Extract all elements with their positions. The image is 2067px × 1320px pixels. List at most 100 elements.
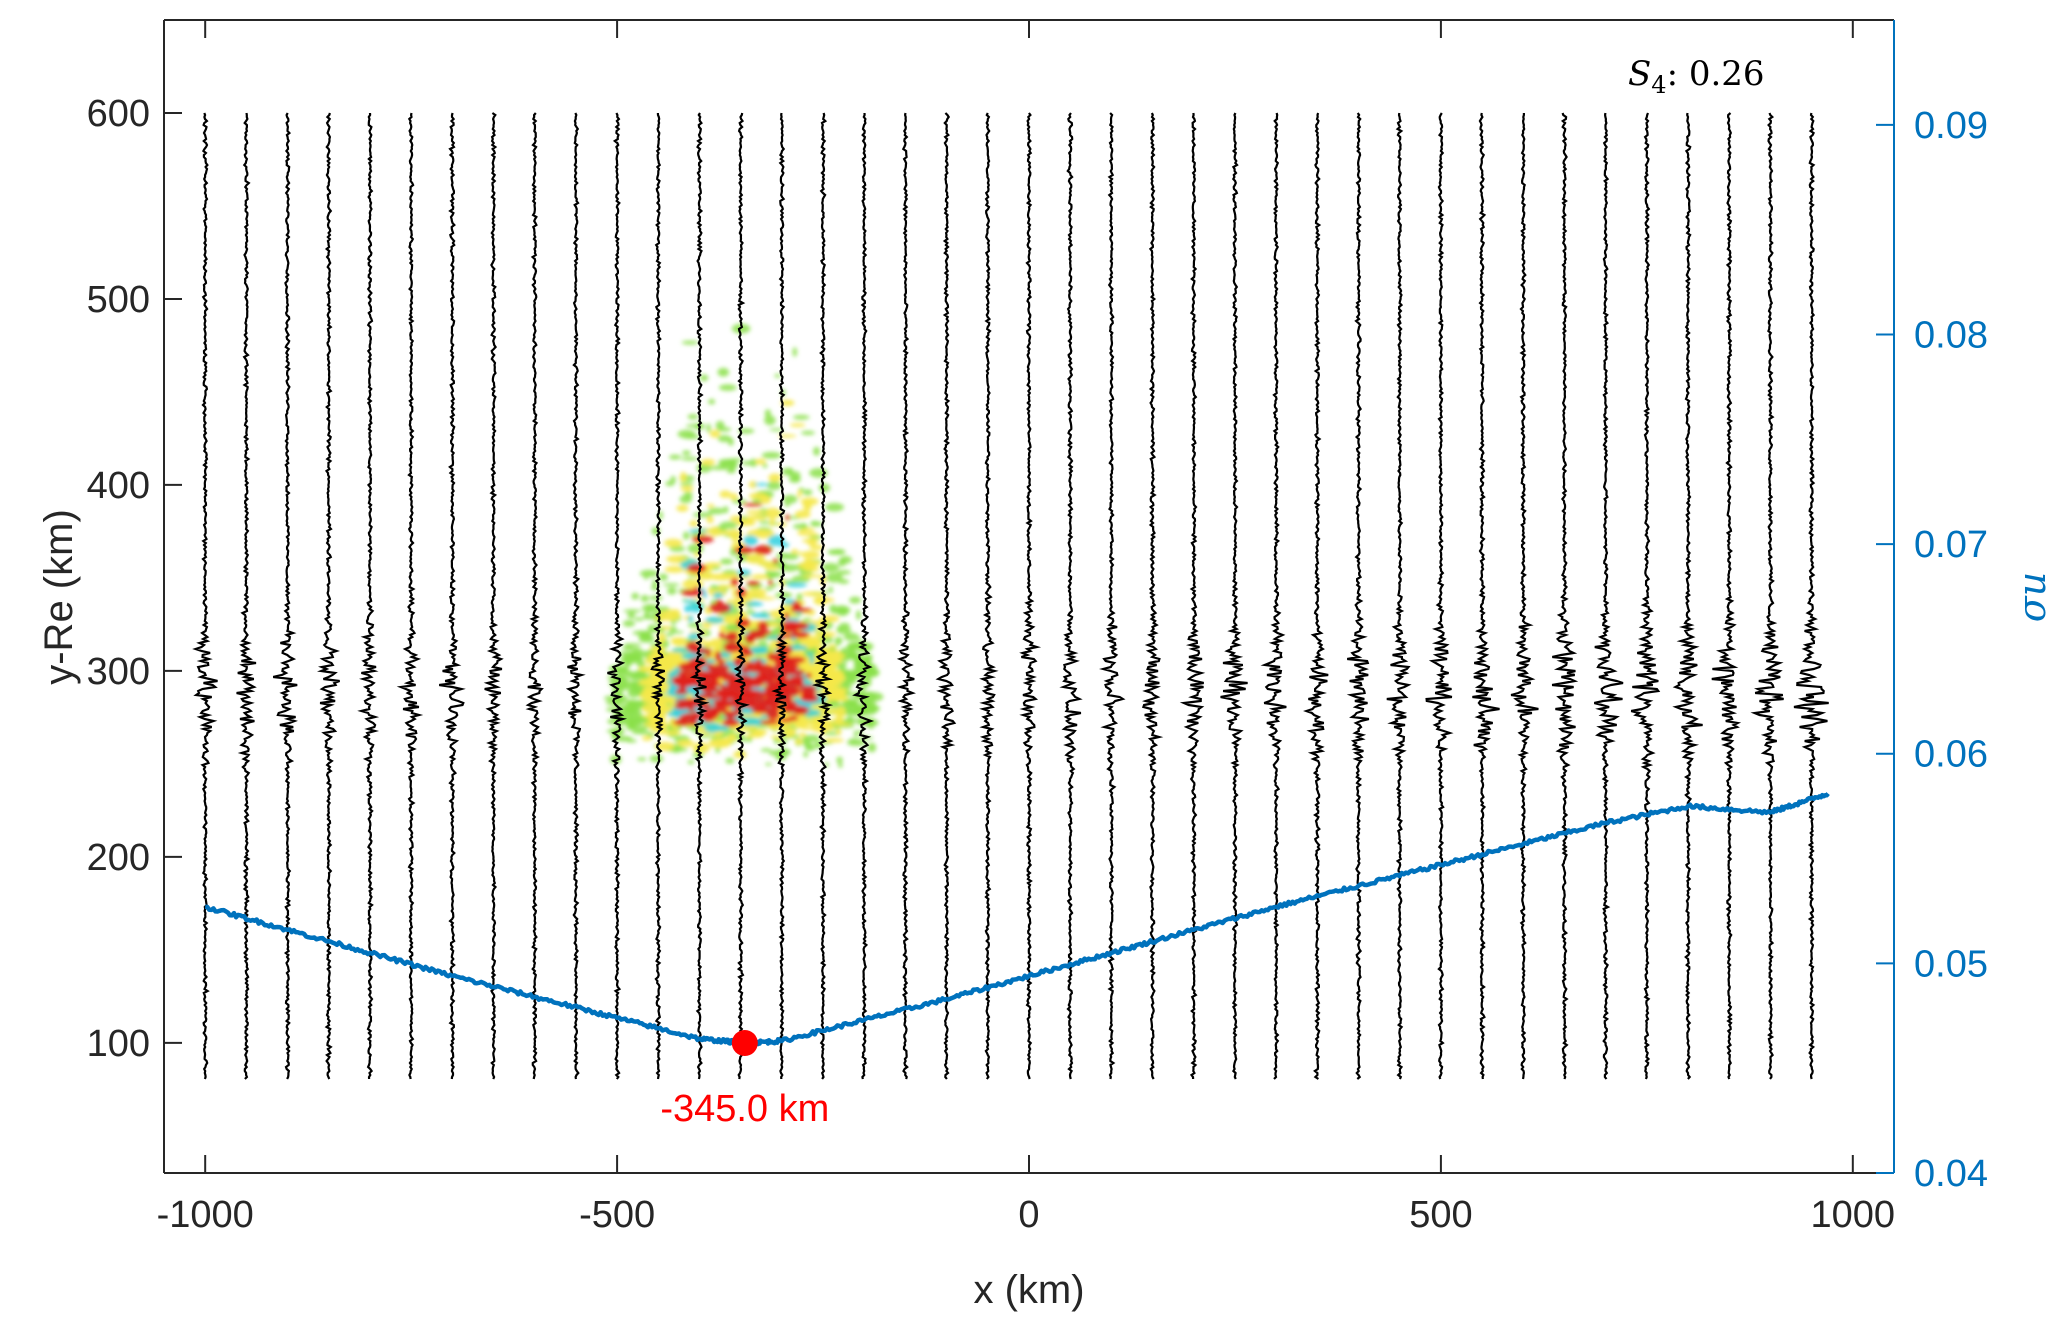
- signal-trace: [1099, 112, 1126, 1080]
- patch-blot-3: [785, 514, 790, 521]
- patch-blot-3: [678, 662, 700, 672]
- patch-blot-3: [681, 712, 704, 720]
- patch-blot-3: [674, 702, 688, 710]
- patch-blot-1: [711, 638, 724, 642]
- patch-blot-1: [700, 458, 716, 466]
- patch-blot-3: [805, 672, 812, 679]
- patch-blot-1: [709, 429, 721, 438]
- patch-blot-0: [762, 463, 768, 468]
- patch-blot-1: [642, 690, 650, 697]
- patch-blot-3: [723, 635, 739, 642]
- patch-blot-0: [723, 506, 729, 514]
- patch-blot-1: [703, 642, 716, 647]
- patch-blot-1: [680, 485, 694, 492]
- s4-subscript: 4: [1651, 71, 1666, 99]
- patch-blot-0: [619, 651, 638, 656]
- patch-blot-0: [671, 747, 682, 753]
- patch-blot-0: [837, 626, 852, 635]
- y2-tick-label: 0.04: [1914, 1153, 1988, 1195]
- patch-blot-1: [727, 529, 743, 539]
- patch-blot-0: [769, 749, 789, 757]
- patch-blot-3: [706, 663, 714, 671]
- patch-blot-0: [764, 586, 774, 591]
- patch-blot-0: [626, 647, 641, 651]
- patch-blot-0: [788, 467, 793, 478]
- patch-blot-3: [724, 710, 737, 720]
- patch-blot-0: [687, 622, 703, 628]
- patch-blot-1: [672, 639, 688, 646]
- patch-blot-0: [715, 747, 721, 754]
- patch-blot-1: [727, 733, 738, 742]
- patch-blot-0: [834, 636, 843, 645]
- patch-blot-0: [810, 521, 823, 527]
- patch-blot-3: [736, 618, 751, 628]
- patch-blot-0: [848, 654, 862, 661]
- signal-trace: [439, 112, 466, 1080]
- y-tick-label: 500: [87, 279, 150, 321]
- patch-blot-1: [746, 510, 766, 515]
- patch-blot-0: [649, 595, 663, 601]
- patch-blot-2: [761, 646, 768, 654]
- patch-blot-1: [711, 740, 728, 744]
- axes: -1000 -500 0 500 1000 100 200 300 400 500 600 0.04 0…: [87, 19, 1988, 1236]
- signal-trace: [896, 112, 916, 1080]
- patch-blot-0: [627, 612, 636, 619]
- patch-blot-0: [637, 757, 647, 761]
- patch-blot-0: [758, 520, 770, 525]
- patch-blot-1: [655, 741, 675, 752]
- patch-blot-1: [763, 565, 780, 571]
- patch-blot-0: [771, 582, 777, 588]
- patch-blot-1: [829, 707, 836, 715]
- patch-blot-1: [732, 588, 737, 598]
- s4-symbol: S: [1628, 54, 1651, 94]
- patch-blot-1: [827, 681, 836, 690]
- patch-blot-1: [659, 730, 682, 736]
- patch-blot-0: [784, 502, 791, 507]
- patch-blot-1: [769, 516, 775, 527]
- patch-blot-1: [651, 700, 667, 705]
- patch-blot-0: [646, 605, 653, 612]
- patch-blot-0: [628, 672, 645, 676]
- patch-blot-1: [732, 596, 742, 608]
- patch-blot-1: [666, 555, 688, 564]
- patch-blot-0: [670, 475, 676, 484]
- patch-blot-1: [706, 503, 715, 508]
- patch-blot-2: [745, 601, 764, 607]
- patch-blot-0: [825, 624, 832, 630]
- patch-blot-0: [836, 606, 849, 616]
- patch-blot-3: [740, 666, 750, 674]
- patch-blot-0: [836, 570, 851, 575]
- patch-blot-0: [658, 573, 668, 581]
- patch-blot-0: [687, 760, 695, 765]
- signal-trace: [565, 112, 586, 1080]
- y-tick-label: 600: [87, 93, 150, 135]
- patch-blot-1: [797, 489, 802, 499]
- patch-blot-3: [779, 718, 793, 723]
- patch-blot-0: [668, 630, 684, 634]
- patch-blot-0: [718, 458, 737, 466]
- patch-blot-2: [809, 655, 815, 665]
- patch-blot-0: [792, 414, 810, 420]
- patch-blot-0: [779, 564, 799, 572]
- patch-blot-1: [658, 610, 681, 621]
- patch-blot-3: [709, 664, 730, 671]
- patch-blot-1: [777, 434, 797, 438]
- patch-blot-0: [725, 757, 735, 764]
- minimum-marker: [731, 1030, 758, 1056]
- patch-blot-2: [750, 646, 767, 654]
- patch-blot-0: [626, 714, 633, 723]
- patch-blot-3: [790, 607, 813, 613]
- patch-blot-0: [821, 562, 840, 573]
- signal-trace: [1386, 112, 1412, 1080]
- patch-blot-0: [827, 551, 841, 555]
- patch-blot-2: [753, 483, 770, 486]
- patch-blot-0: [765, 762, 772, 766]
- patch-blot-3: [791, 701, 798, 708]
- signal-trace: [525, 112, 544, 1080]
- patch-blot-0: [839, 556, 852, 564]
- x-tick-label: -500: [579, 1194, 655, 1236]
- patch-blot-0: [745, 610, 756, 615]
- patch-blot-0: [699, 374, 709, 382]
- signal-trace: [1179, 112, 1206, 1080]
- signal-trace: [316, 112, 340, 1080]
